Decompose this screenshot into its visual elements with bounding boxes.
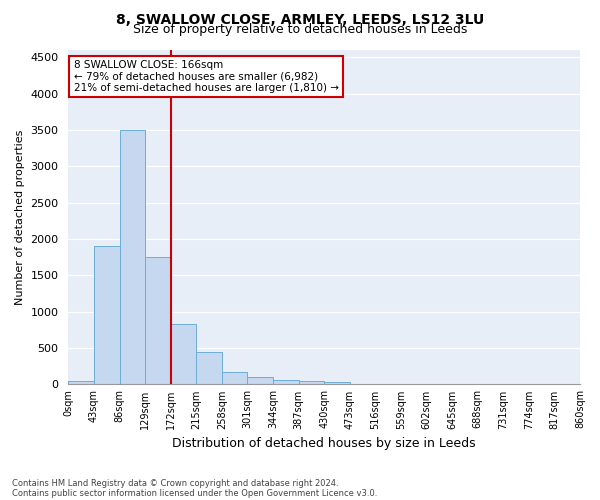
Bar <box>247 377 273 384</box>
Bar <box>119 130 145 384</box>
Bar <box>171 324 196 384</box>
X-axis label: Distribution of detached houses by size in Leeds: Distribution of detached houses by size … <box>172 437 476 450</box>
Text: Contains HM Land Registry data © Crown copyright and database right 2024.: Contains HM Land Registry data © Crown c… <box>12 478 338 488</box>
Bar <box>299 381 324 384</box>
Text: 8, SWALLOW CLOSE, ARMLEY, LEEDS, LS12 3LU: 8, SWALLOW CLOSE, ARMLEY, LEEDS, LS12 3L… <box>116 12 484 26</box>
Bar <box>68 381 94 384</box>
Y-axis label: Number of detached properties: Number of detached properties <box>15 130 25 305</box>
Bar <box>145 257 171 384</box>
Text: Size of property relative to detached houses in Leeds: Size of property relative to detached ho… <box>133 22 467 36</box>
Bar <box>324 382 350 384</box>
Bar <box>196 352 222 384</box>
Bar <box>222 372 247 384</box>
Text: 8 SWALLOW CLOSE: 166sqm
← 79% of detached houses are smaller (6,982)
21% of semi: 8 SWALLOW CLOSE: 166sqm ← 79% of detache… <box>74 60 338 93</box>
Bar <box>273 380 299 384</box>
Bar <box>94 246 119 384</box>
Text: Contains public sector information licensed under the Open Government Licence v3: Contains public sector information licen… <box>12 488 377 498</box>
